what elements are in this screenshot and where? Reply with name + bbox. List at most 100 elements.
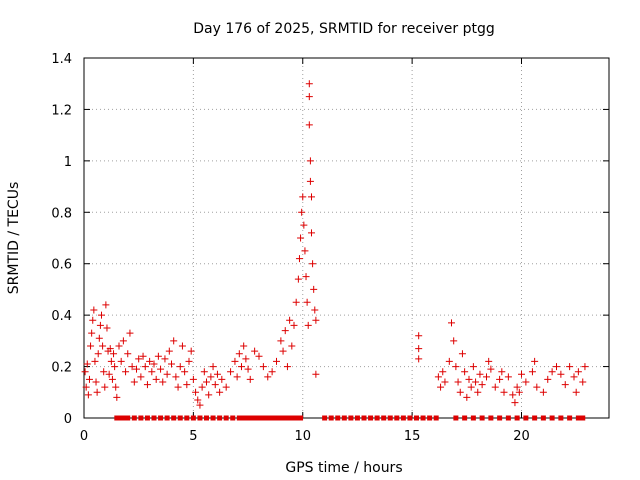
data-point	[152, 375, 160, 383]
zero-marker	[514, 415, 520, 421]
data-point	[148, 368, 156, 376]
data-point	[483, 373, 490, 381]
zero-marker	[284, 415, 290, 421]
data-point	[137, 373, 145, 381]
data-point	[531, 357, 539, 365]
data-point	[581, 363, 589, 371]
zero-marker	[267, 415, 273, 421]
data-point	[90, 306, 98, 314]
zero-marker	[335, 415, 341, 421]
data-point	[92, 378, 100, 386]
data-point	[273, 357, 280, 365]
data-point	[300, 221, 308, 229]
data-point	[292, 298, 300, 306]
data-point	[312, 316, 320, 324]
zero-marker	[407, 415, 413, 421]
data-point	[244, 365, 252, 373]
data-point	[124, 350, 132, 358]
data-point	[264, 373, 272, 381]
data-point	[211, 381, 219, 389]
data-point	[165, 347, 173, 355]
zero-marker	[558, 415, 564, 421]
data-point	[200, 368, 208, 376]
data-point	[251, 347, 259, 355]
data-point	[308, 193, 315, 201]
data-point	[415, 355, 423, 363]
zero-marker	[427, 415, 433, 421]
data-point	[309, 260, 317, 268]
data-point	[213, 370, 221, 378]
zero-marker	[462, 415, 468, 421]
data-point	[553, 363, 560, 371]
data-point	[105, 370, 113, 378]
data-point	[306, 157, 314, 165]
data-point	[185, 357, 193, 365]
data-point	[150, 360, 158, 368]
data-point	[159, 378, 167, 386]
y-axis-label: SRMTID / TECUs	[6, 182, 22, 295]
data-point	[139, 352, 147, 360]
data-point	[88, 329, 96, 337]
data-point	[305, 93, 313, 101]
zero-marker	[263, 415, 269, 421]
data-point	[522, 378, 530, 386]
zero-marker	[433, 415, 439, 421]
data-point	[216, 388, 224, 396]
y-tick-label: 1.2	[51, 103, 72, 118]
data-point	[463, 393, 471, 401]
zero-marker	[368, 415, 374, 421]
data-point	[100, 368, 108, 376]
x-tick-label: 10	[294, 429, 311, 444]
data-point	[579, 378, 587, 386]
y-tick-label: 0.8	[51, 206, 72, 221]
zero-marker	[575, 415, 581, 421]
zero-marker	[190, 415, 196, 421]
data-point	[281, 327, 289, 335]
data-point	[183, 381, 191, 389]
zero-marker	[381, 415, 387, 421]
zero-marker	[184, 415, 190, 421]
data-point	[456, 388, 464, 396]
data-point	[445, 357, 453, 365]
data-point	[306, 177, 314, 185]
data-point	[227, 368, 235, 376]
data-point	[465, 375, 473, 383]
zero-marker	[171, 415, 177, 421]
data-point	[82, 383, 90, 391]
zero-marker	[549, 415, 555, 421]
data-point	[110, 350, 118, 358]
data-point	[196, 401, 204, 409]
zero-marker	[479, 415, 485, 421]
data-point	[467, 383, 475, 391]
data-point	[539, 388, 547, 396]
data-point	[305, 80, 313, 88]
data-point	[288, 342, 296, 350]
data-point	[222, 383, 230, 391]
data-point	[85, 375, 93, 383]
zero-marker	[138, 415, 144, 421]
data-point	[146, 357, 154, 365]
x-tick-label: 5	[189, 429, 197, 444]
zero-marker	[470, 415, 476, 421]
zero-marker	[254, 415, 260, 421]
data-point	[240, 342, 248, 350]
data-point	[94, 350, 102, 358]
zero-marker	[245, 415, 251, 421]
data-point	[117, 357, 125, 365]
data-point	[295, 255, 303, 263]
data-point	[235, 350, 243, 358]
data-point	[458, 350, 466, 358]
data-point	[299, 193, 307, 201]
zero-marker	[322, 415, 328, 421]
data-point	[528, 368, 536, 376]
data-point	[305, 121, 313, 129]
data-point	[434, 373, 442, 381]
zero-marker	[204, 415, 209, 421]
zero-marker	[567, 415, 573, 421]
data-point	[302, 273, 310, 281]
data-point	[533, 383, 541, 391]
data-point	[81, 368, 89, 376]
data-point	[107, 357, 115, 365]
